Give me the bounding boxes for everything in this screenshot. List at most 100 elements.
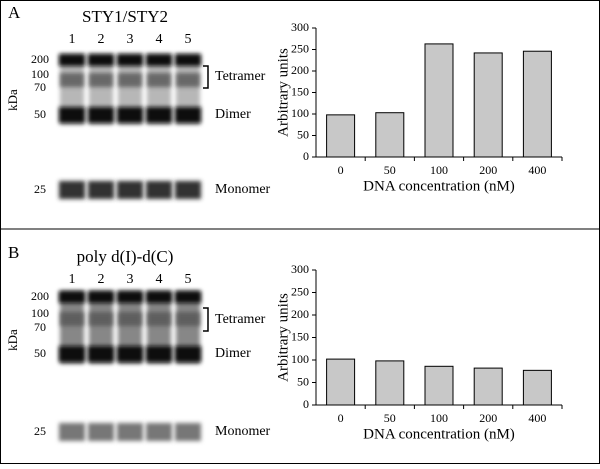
mw-marker: 50	[34, 107, 46, 121]
bar	[473, 52, 503, 158]
gel-band-dimer	[175, 107, 201, 123]
lane-label: 1	[69, 272, 76, 287]
y-tick-label: 250	[291, 284, 309, 298]
gel-band-monomer	[117, 423, 143, 441]
band-label: Dimer	[215, 346, 251, 361]
y-tick-label: 100	[291, 106, 309, 120]
mw-marker: 100	[31, 67, 49, 81]
gel-band-dimer	[117, 346, 143, 362]
gel-band-dimer	[146, 107, 172, 123]
gel-band-top	[88, 291, 114, 303]
gel-band-monomer	[146, 423, 172, 441]
x-tick-label: 400	[528, 163, 546, 177]
gel-band-monomer	[59, 181, 85, 199]
y-tick-label: 0	[303, 397, 309, 411]
lane-label: 3	[127, 32, 134, 47]
gel-title: STY1/STY2	[82, 7, 168, 26]
mw-marker: 25	[34, 424, 46, 438]
y-tick-label: 100	[291, 352, 309, 366]
panel-label: B	[8, 243, 19, 262]
x-tick-label: 100	[430, 163, 448, 177]
y-tick-label: 150	[291, 84, 309, 98]
y-tick-label: 200	[291, 63, 309, 77]
y-tick-label: 200	[291, 307, 309, 321]
gel-band-monomer	[88, 423, 114, 441]
lane-label: 1	[69, 32, 76, 47]
x-tick-label: 200	[479, 163, 497, 177]
band-label: Tetramer	[215, 312, 266, 327]
bar	[473, 367, 503, 406]
gel-band-top	[175, 54, 201, 66]
gel-band-top	[175, 291, 201, 303]
gel-band-tetramer	[60, 312, 84, 326]
gel-band-dimer	[59, 107, 85, 123]
y-tick-label: 150	[291, 329, 309, 343]
x-tick-label: 200	[479, 411, 497, 425]
lane-label: 4	[156, 32, 163, 47]
gel-title: poly d(I)-d(C)	[77, 247, 174, 266]
tetramer-bracket	[203, 307, 209, 332]
mw-marker: 200	[31, 289, 49, 303]
gel-band-tetramer	[89, 73, 113, 87]
gel-band-top	[59, 54, 85, 66]
gel-band-top	[117, 54, 143, 66]
mw-marker: 50	[34, 346, 46, 360]
bar	[375, 360, 405, 406]
gel-band-top	[88, 54, 114, 66]
gel-band-tetramer	[147, 73, 171, 87]
band-label: Monomer	[215, 182, 271, 197]
lane-label: 4	[156, 272, 163, 287]
gel-band-tetramer	[118, 73, 142, 87]
mw-marker: 200	[31, 52, 49, 66]
gel-band-tetramer	[176, 73, 200, 87]
mw-marker: 100	[31, 306, 49, 320]
gel-band-monomer	[175, 423, 201, 441]
mw-marker: 25	[34, 182, 46, 196]
gel-band-monomer	[88, 181, 114, 199]
y-axis-label: Arbitrary units	[275, 293, 291, 382]
bar	[326, 114, 356, 158]
gel-band-tetramer	[118, 312, 142, 326]
lane-label: 3	[127, 272, 134, 287]
gel-band-top	[117, 291, 143, 303]
bar	[522, 50, 552, 158]
gel-band-top	[59, 291, 85, 303]
y-axis-label: Arbitrary units	[275, 48, 291, 137]
x-tick-label: 0	[338, 163, 344, 177]
band-label: Dimer	[215, 107, 251, 122]
y-tick-label: 300	[291, 20, 309, 34]
gel-band-top	[146, 291, 172, 303]
x-axis-label: DNA concentration (nM)	[363, 426, 515, 442]
gel-band-dimer	[59, 346, 85, 362]
band-label: Monomer	[215, 424, 271, 439]
band-label: Tetramer	[215, 69, 266, 84]
gel-band-monomer	[59, 423, 85, 441]
x-tick-label: 400	[528, 411, 546, 425]
gel-band-dimer	[88, 346, 114, 362]
x-tick-label: 0	[338, 411, 344, 425]
bar	[424, 43, 454, 158]
bar	[522, 369, 552, 406]
lane-label: 5	[185, 272, 192, 287]
x-tick-label: 50	[384, 411, 396, 425]
panel-label: A	[8, 3, 21, 22]
y-tick-label: 50	[297, 127, 309, 141]
gel-band-monomer	[175, 181, 201, 199]
bar	[375, 112, 405, 158]
x-tick-label: 50	[384, 163, 396, 177]
gel-band-monomer	[117, 181, 143, 199]
gel-band-dimer	[88, 107, 114, 123]
gel-band-tetramer	[147, 312, 171, 326]
y-tick-label: 300	[291, 262, 309, 276]
gel-band-monomer	[146, 181, 172, 199]
mw-unit: kDa	[5, 329, 20, 351]
gel-band-tetramer	[89, 312, 113, 326]
gel-band-tetramer	[60, 73, 84, 87]
lane-label: 5	[185, 32, 192, 47]
gel-band-top	[146, 54, 172, 66]
mw-unit: kDa	[5, 89, 20, 111]
lane-label: 2	[98, 272, 105, 287]
y-tick-label: 50	[297, 374, 309, 388]
